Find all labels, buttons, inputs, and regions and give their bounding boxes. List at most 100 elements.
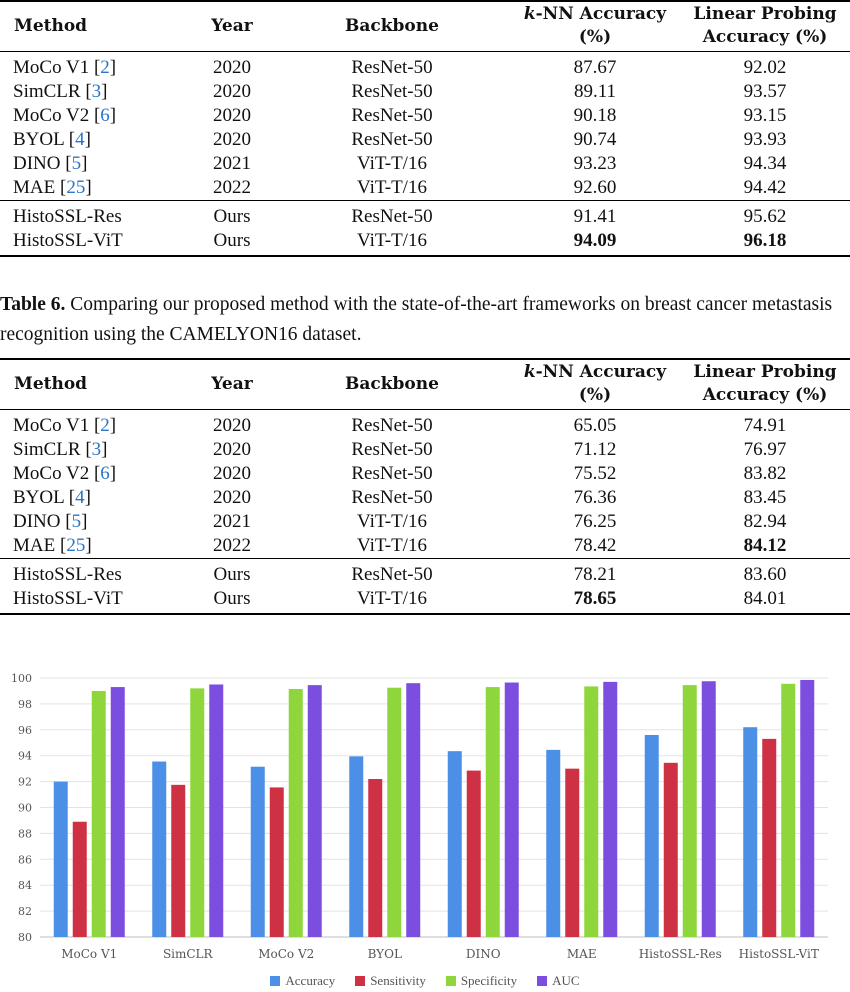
cell-method: BYOL [4] (13, 487, 91, 508)
citation-link[interactable]: 6 (100, 463, 110, 484)
bar-auc (209, 684, 224, 937)
citation-link[interactable]: 5 (71, 511, 82, 532)
method-name: HistoSSL-ViT (13, 230, 123, 251)
method-name: BYOL (13, 487, 65, 508)
bar-specificity (387, 687, 402, 937)
bar-accuracy (743, 727, 758, 937)
cell-linear: 94.34 (743, 153, 787, 174)
cell-method: MAE [25] (13, 177, 92, 198)
caption-text: Comparing our proposed method with the s… (0, 294, 833, 345)
cell-linear: 83.82 (743, 463, 787, 484)
method-name: MoCo V2 (13, 463, 90, 484)
cell-backbone: ResNet-50 (351, 487, 433, 508)
col-header-linear: Linear Probing Accuracy (%) (680, 358, 850, 410)
bar-specificity (584, 686, 599, 937)
knn-k: k (523, 4, 536, 25)
bar-sensitivity (171, 784, 186, 937)
citation-link[interactable]: 3 (91, 81, 102, 102)
table-kather-results: Method Year Backbone k-NN Accuracy (%) Li… (0, 0, 850, 257)
linear-label-1: Linear Probing (693, 362, 837, 383)
cell-year: Ours (190, 199, 274, 229)
method-name: MAE (13, 177, 56, 198)
y-tick-label: 90 (18, 802, 32, 815)
cell-backbone: ResNet-50 (351, 463, 433, 484)
cell-method: DINO [5] (13, 511, 88, 532)
method-name: DINO (13, 511, 61, 532)
bar-accuracy (644, 734, 659, 937)
cell-year: 2022 (213, 535, 251, 556)
cell-method: SimCLR [3] (13, 81, 108, 102)
cell-year: 2020 (213, 81, 251, 102)
cell-backbone: ResNet-50 (351, 415, 433, 436)
method-name: MoCo V1 (13, 57, 90, 78)
cell-knn: 90.18 (573, 105, 617, 126)
y-tick-label: 80 (18, 931, 32, 944)
bar-chart: 80 82 84 86 88 90 92 94 96 98 100 MoCo V1 SimCLR MoCo… (11, 672, 828, 961)
method-name: MAE (13, 535, 56, 556)
cell-year: 2020 (213, 415, 251, 436)
table-body: MoCo V1 [2] 2020 ResNet-50 87.67 92.02 SimCLR… (0, 51, 850, 257)
cell-linear: 83.45 (743, 487, 787, 508)
cell-linear: 93.93 (743, 129, 787, 150)
cell-backbone: ResNet-50 (274, 199, 510, 229)
cell-method: MoCo V2 [6] (13, 463, 117, 484)
x-tick-label: MAE (567, 947, 597, 961)
cell-linear: 84.12 (743, 535, 787, 556)
y-tick-label: 98 (18, 698, 32, 711)
cell-knn: 65.05 (573, 415, 617, 436)
table-row: HistoSSL-ViT Ours ViT-T/16 78.65 84.01 (0, 586, 850, 615)
linear-label-1: Linear Probing (693, 4, 837, 25)
x-tick-label: HistoSSL-ViT (739, 947, 819, 961)
cell-linear: 83.60 (680, 557, 850, 587)
cell-backbone: ViT-T/16 (357, 511, 427, 532)
linear-label-2: Accuracy (%) (702, 385, 828, 406)
legend-swatch (537, 976, 548, 986)
citation-link[interactable]: 6 (100, 105, 110, 126)
cell-backbone: ResNet-50 (351, 57, 433, 78)
cell-knn: 94.09 (510, 228, 680, 257)
cell-year: 2020 (213, 57, 251, 78)
citation-link[interactable]: 5 (71, 153, 82, 174)
cell-knn: 71.12 (573, 439, 617, 460)
method-name: MoCo V2 (13, 105, 90, 126)
col-header-method: Method (0, 0, 190, 52)
citation-link[interactable]: 25 (66, 177, 86, 198)
citation-link[interactable]: 3 (91, 439, 102, 460)
bar-auc (307, 685, 322, 937)
cell-backbone: ViT-T/16 (357, 535, 427, 556)
bar-accuracy (349, 756, 364, 937)
bar-sensitivity (466, 770, 481, 937)
bar-sensitivity (762, 738, 777, 937)
col-header-backbone: Backbone (274, 358, 510, 410)
bar-sensitivity (269, 787, 284, 937)
y-tick-label: 92 (18, 776, 32, 789)
table-row: SimCLR [3] 2020 ResNet-50 71.12 76.97 (0, 438, 850, 462)
bar-accuracy (250, 766, 265, 937)
bar-auc (603, 681, 618, 937)
knn-k: k (523, 362, 536, 383)
citation-link[interactable]: 2 (100, 415, 110, 436)
bar-specificity (91, 690, 106, 937)
y-tick-label: 94 (18, 750, 32, 763)
legend-item: Accuracy (270, 973, 335, 989)
y-tick-label: 82 (18, 905, 32, 918)
citation-link[interactable]: 4 (75, 129, 85, 150)
method-name: SimCLR (13, 81, 81, 102)
legend-label: Accuracy (285, 973, 336, 988)
y-tick-label: 96 (18, 724, 32, 737)
citation-link[interactable]: 4 (75, 487, 85, 508)
table-row: MAE [25] 2022 ViT-T/16 78.42 84.12 (0, 534, 850, 559)
cell-linear: 93.57 (743, 81, 787, 102)
cell-year: 2020 (213, 487, 251, 508)
col-header-linear: Linear Probing Accuracy (%) (680, 0, 850, 52)
caption-label: Table 6. (0, 294, 66, 315)
cell-linear: 95.62 (680, 199, 850, 229)
cell-method: HistoSSL-ViT (0, 228, 190, 257)
cell-method: HistoSSL-Res (0, 199, 190, 229)
citation-link[interactable]: 25 (66, 535, 86, 556)
x-tick-label: DINO (466, 947, 501, 961)
citation-link[interactable]: 2 (100, 57, 110, 78)
knn-unit: (%) (578, 27, 612, 48)
x-tick-label: HistoSSL-Res (639, 947, 722, 961)
table-row: BYOL [4] 2020 ResNet-50 76.36 83.45 (0, 486, 850, 510)
